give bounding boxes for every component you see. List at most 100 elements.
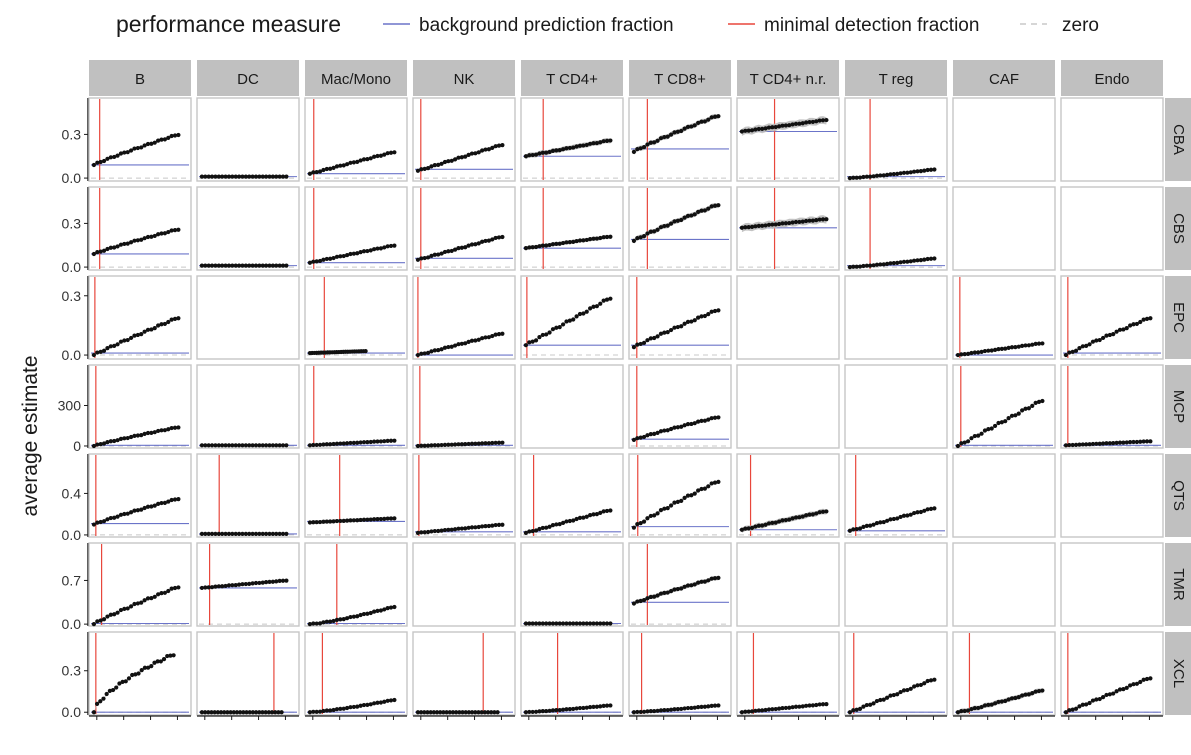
estimate-point [641, 598, 647, 603]
estimate-point [142, 236, 147, 241]
estimate-point [169, 586, 174, 591]
estimate-point [136, 671, 141, 676]
estimate-point [122, 606, 127, 612]
y-tick-label: 0.3 [62, 663, 82, 679]
estimate-point [932, 167, 937, 172]
estimate-point [473, 710, 478, 715]
estimate-point [108, 515, 113, 521]
estimate-point [101, 248, 107, 253]
estimate-point [1070, 442, 1075, 448]
estimate-point [270, 531, 275, 536]
estimate-point [1077, 442, 1082, 447]
estimate-point [763, 126, 768, 131]
estimate-point [631, 345, 637, 350]
estimate-point [172, 585, 178, 591]
estimate-point [685, 213, 691, 218]
estimate-point [267, 443, 272, 448]
estimate-point [439, 161, 444, 166]
estimate-point [918, 682, 923, 688]
estimate-point [668, 503, 674, 508]
estimate-point [1107, 692, 1112, 697]
estimate-point [874, 173, 880, 178]
estimate-point [348, 251, 353, 257]
estimate-point [469, 338, 475, 343]
row-strip-mcp [1165, 365, 1191, 448]
estimate-point [540, 621, 545, 626]
estimate-point [658, 136, 664, 141]
estimate-point [250, 443, 255, 448]
estimate-point [540, 150, 545, 155]
panel-frame [1060, 453, 1164, 538]
panel-frame [736, 364, 840, 449]
estimate-point [594, 511, 599, 517]
estimate-point [645, 338, 650, 343]
estimate-point [311, 621, 316, 626]
estimate-point [544, 525, 549, 530]
estimate-point [567, 240, 572, 245]
estimate-point [388, 150, 394, 155]
estimate-point [662, 708, 667, 713]
estimate-point [469, 242, 475, 247]
estimate-point [334, 518, 340, 524]
estimate-point [776, 221, 782, 227]
estimate-point [868, 174, 873, 179]
panel-frame [88, 542, 192, 627]
estimate-point [608, 296, 613, 301]
estimate-point [689, 421, 694, 427]
estimate-point [881, 262, 886, 267]
estimate-point [270, 263, 275, 268]
estimate-point [314, 520, 319, 525]
estimate-point [1100, 695, 1106, 700]
estimate-point [540, 525, 545, 531]
estimate-point [492, 710, 497, 715]
estimate-point [422, 351, 427, 356]
estimate-point [324, 166, 329, 172]
panel-xcl-t-cd4-n-r [736, 631, 840, 716]
estimate-point [132, 433, 137, 438]
estimate-point [476, 524, 481, 530]
estimate-point [496, 235, 502, 240]
estimate-point [523, 621, 529, 626]
estimate-point [274, 263, 279, 268]
panel-cba-endo [1060, 97, 1164, 182]
estimate-point [577, 143, 583, 148]
estimate-point [176, 585, 181, 590]
estimate-point [1040, 341, 1045, 346]
estimate-point [652, 335, 657, 341]
estimate-point [925, 678, 930, 684]
panel-frame [952, 97, 1056, 182]
estimate-point [881, 697, 886, 702]
estimate-point [466, 243, 471, 248]
estimate-point [787, 123, 792, 128]
panel-frame [628, 631, 732, 716]
estimate-point [560, 621, 566, 626]
estimate-point [527, 621, 532, 626]
panel-epc-mac-mono [304, 275, 408, 360]
estimate-point [770, 222, 775, 227]
estimate-point [638, 598, 643, 604]
estimate-point [223, 443, 228, 448]
estimate-point [1090, 339, 1096, 344]
estimate-point [537, 526, 542, 532]
estimate-point [125, 606, 130, 611]
estimate-point [912, 684, 917, 689]
estimate-point [234, 710, 240, 715]
estimate-point [378, 516, 383, 522]
estimate-point [267, 174, 272, 179]
estimate-point [783, 123, 788, 128]
estimate-point [489, 710, 494, 715]
estimate-point [257, 174, 262, 179]
panel-cbs-endo [1060, 186, 1164, 271]
row-strip-cbs [1165, 187, 1191, 270]
estimate-point [770, 125, 775, 130]
estimate-point [554, 708, 559, 713]
estimate-point [814, 119, 819, 124]
estimate-point [547, 149, 552, 155]
estimate-point [267, 579, 272, 584]
estimate-point [277, 174, 282, 179]
estimate-point [95, 350, 100, 355]
panel-frame [196, 364, 300, 449]
estimate-point [493, 144, 498, 149]
estimate-point [598, 621, 603, 626]
estimate-point [773, 706, 778, 712]
